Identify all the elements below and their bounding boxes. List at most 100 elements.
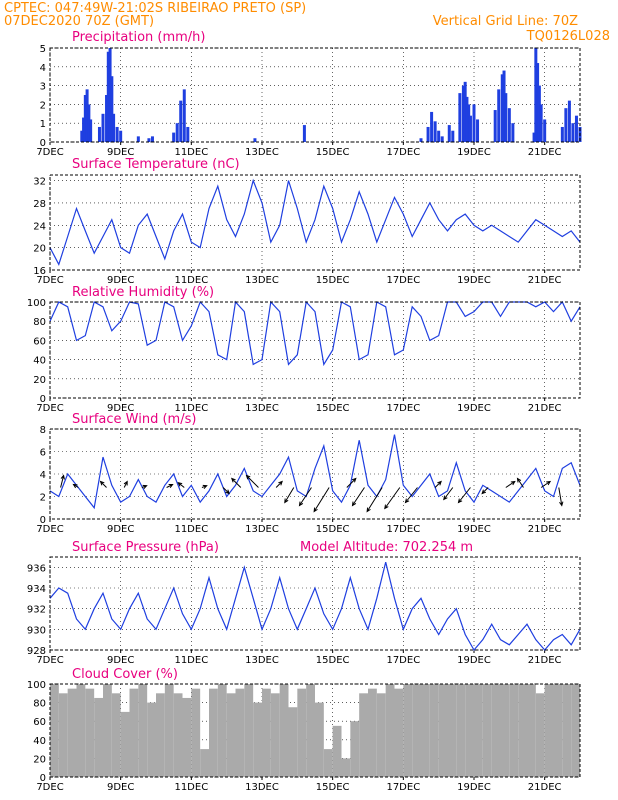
precip-bar (87, 104, 91, 142)
temperature-ytick-label: 32 (33, 177, 46, 188)
humidity-ytick-label: 20 (33, 375, 46, 386)
humidity-ytick-label: 0 (40, 394, 46, 405)
temperature-ytick-label: 28 (33, 199, 46, 210)
temperature-xtick-label: 13DEC (245, 275, 279, 286)
cloud-bar (527, 684, 536, 777)
cloud-bar (465, 684, 474, 777)
precip-ytick-label: 5 (40, 44, 46, 55)
precip-bar (82, 117, 86, 142)
cloud-bar (50, 684, 59, 777)
pressure-ytick-label: 928 (27, 646, 46, 657)
wind-vector-arrow (434, 480, 442, 488)
precip-bar (119, 130, 123, 142)
precip-bar (83, 95, 87, 142)
cloud-bar (403, 684, 413, 777)
precip-xtick-label: 11DEC (174, 147, 208, 158)
cloud-ytick-label: 40 (33, 736, 46, 747)
humidity-xtick-label: 7DEC (36, 403, 63, 414)
wind-ytick-label: 8 (40, 425, 46, 436)
humidity-ytick-label: 40 (33, 356, 46, 367)
precip-bar (458, 93, 462, 142)
cloud-bar (518, 684, 527, 777)
pressure-title: Surface Pressure (hPa) (72, 540, 219, 555)
pressure-xtick-label: 13DEC (245, 655, 279, 666)
wind-xtick-label: 19DEC (457, 524, 491, 535)
wind-vector-arrow (72, 483, 79, 489)
precip-bar (182, 89, 186, 142)
precip-bar (147, 138, 151, 142)
wind-series-line (49, 434, 581, 510)
cloud-bar (474, 684, 483, 777)
pressure-ytick-label: 932 (27, 605, 46, 616)
humidity-xtick-label: 19DEC (457, 403, 491, 414)
cloud-xtick-label: 7DEC (36, 782, 63, 793)
model-id: TQ0126L028 (526, 29, 610, 44)
model-altitude: Model Altitude: 702.254 m (300, 540, 473, 555)
precip-bar (175, 123, 179, 142)
wind-vector-arrow (201, 484, 208, 489)
pressure-frame (49, 556, 581, 651)
precip-bar (534, 48, 538, 142)
station-header: CPTEC: 047:49W-21:02S RIBEIRAO PRETO (SP… (4, 1, 306, 16)
precip-bar (571, 123, 575, 142)
cloud-bar (226, 693, 236, 777)
precip-frame (49, 47, 581, 143)
wind-vector-arrow (457, 487, 471, 504)
precip-bar (468, 115, 472, 142)
precip-bar (433, 121, 437, 142)
cloud-frame (49, 683, 581, 778)
temperature-ytick-label: 24 (33, 221, 46, 232)
pressure-xtick-label: 21DEC (528, 655, 562, 666)
precip-xtick-label: 19DEC (457, 147, 491, 158)
pressure-series-line (49, 562, 581, 652)
cloud-bar (129, 688, 139, 777)
cloud-bar (571, 684, 580, 777)
cloud-bar (191, 688, 201, 777)
humidity-ytick-label: 60 (33, 336, 46, 347)
humidity-frame (49, 301, 581, 399)
temperature-panel: 16 20 24 28 32 7DEC 9DEC 11DEC 13DEC 15DEC 17DEC 19… (33, 174, 581, 286)
precip-bar (536, 63, 540, 142)
cloud-bar (138, 684, 148, 777)
cloud-bar (544, 684, 554, 777)
cloud-panel: 0 20 40 60 80 100 7DEC 9DEC 11DEC 13DEC 15DEC 17DEC… (27, 680, 581, 793)
wind-vector-arrow (481, 487, 489, 495)
wind-vector-arrow (166, 483, 174, 488)
wind-vector-arrow (177, 481, 185, 488)
panels: 0 1 2 3 4 5 7DEC 9DEC 11DEC 13DEC 15DEC 17DEC 19DEC 2… (27, 44, 582, 793)
cloud-ytick-label: 60 (33, 717, 46, 728)
precip-bar (502, 70, 506, 142)
cloud-bar (535, 693, 545, 777)
temperature-xtick-label: 17DEC (386, 275, 420, 286)
wind-title: Surface Wind (m/s) (72, 412, 196, 427)
precip-bar (101, 113, 105, 142)
pressure-xtick-label: 11DEC (174, 655, 208, 666)
cloud-bar (217, 684, 227, 777)
cloud-bar (421, 684, 430, 777)
cloud-bar (438, 684, 448, 777)
cloud-bar (368, 688, 377, 777)
cloud-bar (562, 684, 572, 777)
precip-bar (567, 100, 571, 142)
precip-xtick-label: 13DEC (245, 147, 279, 158)
wind-vector-arrow (123, 480, 128, 488)
precip-bar (437, 130, 441, 142)
cloud-bar (509, 684, 519, 777)
cloud-bar (76, 684, 86, 777)
precip-bar (564, 108, 568, 142)
cloud-bar (385, 684, 395, 777)
precip-bar (179, 100, 183, 142)
cloud-bar (164, 684, 174, 777)
cloud-bar (376, 693, 386, 777)
cloud-ytick-label: 0 (40, 773, 46, 784)
precip-bar (110, 76, 114, 142)
precip-bar (511, 123, 515, 142)
precip-bar (150, 136, 154, 142)
cloud-bar (306, 684, 315, 777)
humidity-xtick-label: 17DEC (386, 403, 420, 414)
wind-vector-arrow (346, 477, 357, 488)
precip-bar (504, 93, 508, 142)
precip-bar (115, 126, 119, 142)
cloud-bar (332, 725, 342, 777)
precip-bar (426, 126, 430, 142)
